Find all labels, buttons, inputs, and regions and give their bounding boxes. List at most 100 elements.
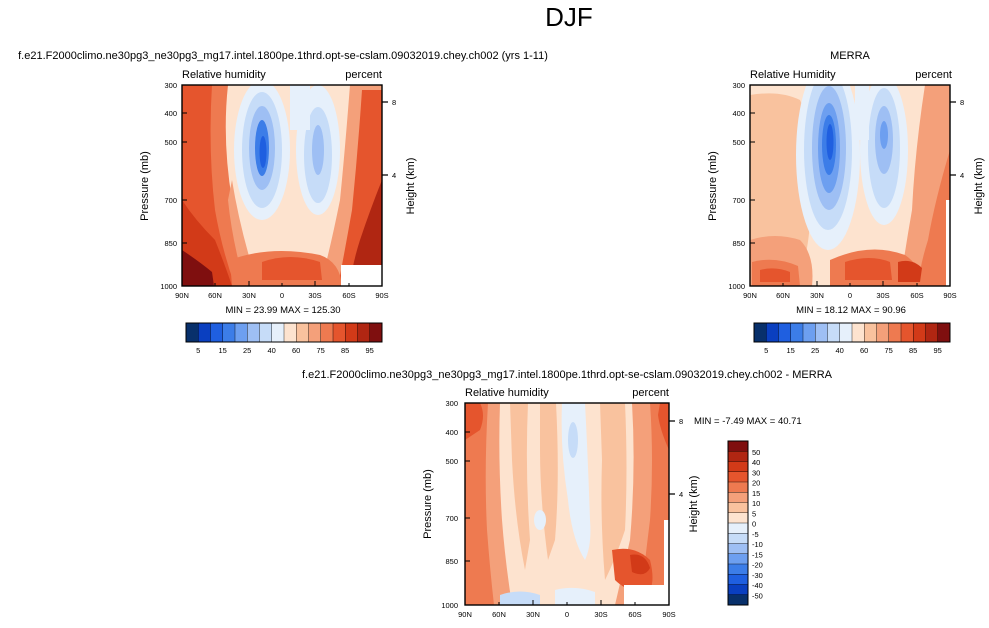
colorbar-tick-label: 25	[243, 346, 251, 355]
colorbar-swatch	[864, 322, 878, 343]
panel-difference-contour-field	[465, 403, 669, 605]
colorbar-swatch	[210, 322, 224, 343]
panel-model: f.e21.F2000climo.ne30pg3_ne30pg3_mg17.in…	[18, 50, 548, 355]
colorbar-swatch	[234, 322, 248, 343]
x-tick-label: 60N	[492, 610, 506, 619]
colorbar-swatch	[727, 584, 749, 596]
colorbar-swatch	[222, 322, 236, 343]
colorbar-swatch	[851, 322, 865, 343]
colorbar-tick-label: 85	[909, 346, 917, 355]
colorbar-swatch	[802, 322, 816, 343]
colorbar-swatch	[332, 322, 346, 343]
panel-model-units-label: percent	[345, 69, 382, 81]
colorbar-swatch	[815, 322, 829, 343]
panel-model-y-ticks: 300 400 500 700 850 1000	[160, 81, 187, 291]
colorbar-swatch	[727, 574, 749, 586]
x-tick-label: 30S	[876, 291, 889, 300]
x-tick-label: 30S	[594, 610, 607, 619]
colorbar-swatch	[888, 322, 902, 343]
colorbar-tick-label: 50	[752, 448, 760, 457]
y-tick-label: 400	[445, 428, 458, 437]
y2-tick-label: 4	[679, 490, 683, 499]
colorbar-tick-label: 60	[860, 346, 868, 355]
colorbar-swatch	[247, 322, 261, 343]
y-tick-label: 850	[732, 239, 745, 248]
y2-tick-label: 8	[392, 98, 396, 107]
y2-tick-label: 4	[392, 171, 396, 180]
colorbar-tick-label: 60	[292, 346, 300, 355]
x-tick-label: 30N	[242, 291, 256, 300]
colorbar-swatch	[839, 322, 853, 343]
colorbar-swatch	[925, 322, 939, 343]
colorbar-tick-label: 5	[196, 346, 200, 355]
x-tick-label: 30S	[308, 291, 321, 300]
colorbar-swatch	[727, 471, 749, 483]
colorbar-swatch	[727, 502, 749, 514]
colorbar-swatch	[727, 594, 749, 606]
page-title: DJF	[545, 2, 593, 32]
colorbar-tick-label: 75	[885, 346, 893, 355]
x-tick-label: 90N	[175, 291, 189, 300]
colorbar-tick-label: 20	[752, 479, 760, 488]
colorbar-tick-label: 15	[787, 346, 795, 355]
colorbar-swatch	[320, 322, 334, 343]
colorbar-swatch	[900, 322, 914, 343]
colorbar-tick-label: 30	[752, 468, 760, 477]
panel-merra-y2label: Height (km)	[973, 158, 985, 215]
x-tick-label: 90N	[743, 291, 757, 300]
y2-tick-label: 8	[679, 417, 683, 426]
panel-difference-variable-label: Relative humidity	[465, 387, 549, 399]
colorbar-swatch	[296, 322, 310, 343]
panel-model-title: f.e21.F2000climo.ne30pg3_ne30pg3_mg17.in…	[18, 50, 548, 62]
colorbar-swatch	[727, 461, 749, 473]
x-tick-label: 60S	[910, 291, 923, 300]
panel-merra-title: MERRA	[830, 50, 870, 62]
y-tick-label: 700	[445, 514, 458, 523]
colorbar-tick-label: 40	[752, 458, 760, 467]
x-tick-label: 90S	[375, 291, 388, 300]
panel-difference-units-label: percent	[632, 387, 669, 399]
panel-model-colorbar: 5 15 25 40 60 75 85 95	[185, 322, 383, 355]
colorbar-swatch	[727, 533, 749, 545]
colorbar-tick-label: 95	[934, 346, 942, 355]
colorbar-tick-label: -30	[752, 571, 763, 580]
x-tick-label: 90S	[943, 291, 956, 300]
colorbar-swatch	[727, 451, 749, 463]
x-tick-label: 60S	[342, 291, 355, 300]
colorbar-tick-label: 95	[366, 346, 374, 355]
y-tick-label: 400	[732, 109, 745, 118]
y-tick-label: 500	[164, 138, 177, 147]
x-tick-label: 60N	[208, 291, 222, 300]
panel-difference: f.e21.F2000climo.ne30pg3_ne30pg3_mg17.in…	[302, 369, 833, 619]
colorbar-swatch	[308, 322, 322, 343]
panel-model-y2-ticks: 8 4	[382, 98, 396, 180]
panel-difference-y-ticks: 300 400 500 700 850 1000	[441, 399, 470, 610]
panel-model-ylabel: Pressure (mb)	[139, 151, 151, 221]
colorbar-swatch	[876, 322, 890, 343]
colorbar-tick-label: 0	[752, 520, 756, 529]
colorbar-tick-label: 40	[836, 346, 844, 355]
x-tick-label: 90S	[662, 610, 675, 619]
colorbar-swatch	[766, 322, 780, 343]
colorbar-swatch	[185, 322, 199, 343]
colorbar-tick-label: 85	[341, 346, 349, 355]
y-tick-label: 700	[732, 196, 745, 205]
colorbar-tick-label: -15	[752, 550, 763, 559]
panel-merra-units-label: percent	[915, 69, 952, 81]
y-tick-label: 300	[445, 399, 458, 408]
y-tick-label: 300	[732, 81, 745, 90]
panel-model-variable-label: Relative humidity	[182, 69, 266, 81]
y-tick-label: 850	[164, 239, 177, 248]
y-tick-label: 1000	[728, 282, 745, 291]
panel-difference-x-ticks: 90N 60N 30N 0 30S 60S 90S	[458, 600, 676, 619]
colorbar-swatch	[727, 481, 749, 493]
panel-difference-y2-ticks: 8 4	[669, 417, 683, 499]
panel-merra-y2-ticks: 8 4	[950, 98, 964, 180]
colorbar-swatch	[259, 322, 273, 343]
colorbar-tick-label: 5	[752, 509, 756, 518]
y-tick-label: 300	[164, 81, 177, 90]
colorbar-swatch	[271, 322, 285, 343]
y-tick-label: 850	[445, 557, 458, 566]
y-tick-label: 500	[445, 457, 458, 466]
